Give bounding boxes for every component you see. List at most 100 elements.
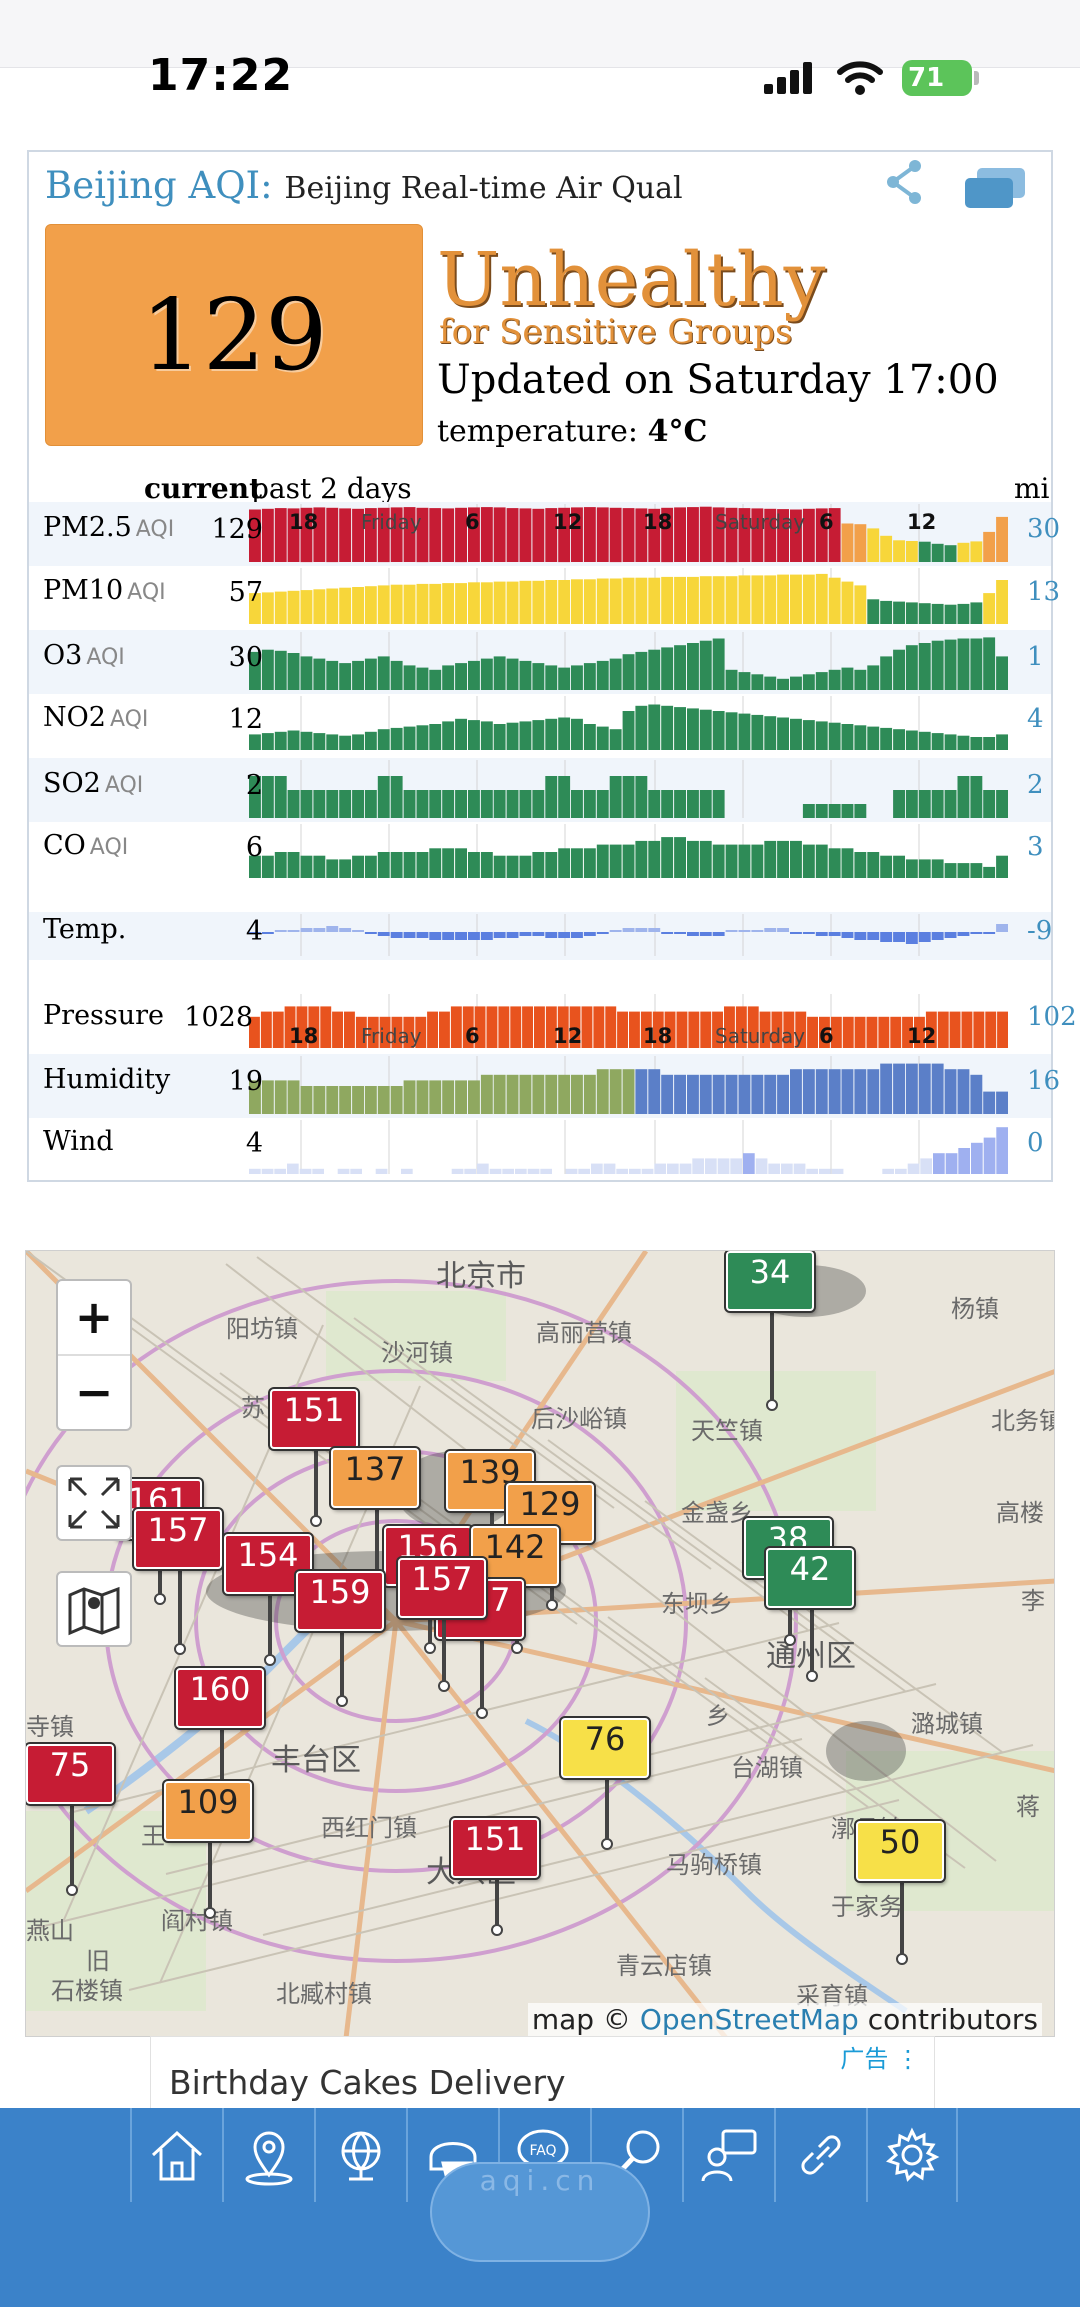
chart-bar <box>983 932 996 934</box>
chart-bar <box>854 669 867 690</box>
chart-bar <box>815 1069 828 1114</box>
chart-bar <box>377 932 390 936</box>
station-marker[interactable]: 157 <box>134 1509 222 1569</box>
chart-bar <box>403 507 416 562</box>
chart-bar <box>558 776 571 818</box>
nav-chat[interactable] <box>682 2108 774 2202</box>
station-marker[interactable]: 151 <box>451 1818 539 1878</box>
chart-bar <box>880 535 893 563</box>
ad-title[interactable]: Birthday Cakes Delivery <box>169 2063 566 2102</box>
url-pill[interactable]: aqi.cn <box>430 2162 650 2262</box>
chart-bar <box>641 1168 654 1174</box>
osm-link[interactable]: OpenStreetMap <box>639 2003 859 2036</box>
map-place-label: 金盏乡 <box>681 1499 753 1527</box>
chart-bar <box>390 507 403 562</box>
chart-bar <box>738 1074 751 1114</box>
zoom-in-button[interactable]: + <box>58 1281 130 1356</box>
chart-bar <box>841 523 854 562</box>
widget-title[interactable]: Beijing AQI: Beijing Real-time Air Qual <box>45 164 683 207</box>
map-road <box>394 1619 728 2036</box>
chart-bar <box>983 637 996 690</box>
chart-bar <box>249 776 261 818</box>
share-icon[interactable] <box>879 158 939 208</box>
chart-bar <box>880 855 893 878</box>
row-min-value: 2 <box>1027 770 1044 800</box>
chart-bar <box>261 1080 274 1114</box>
chart-bar <box>583 507 596 562</box>
station-marker[interactable]: 75 <box>26 1744 114 1804</box>
chart-tick-label: 6 <box>819 1024 834 1048</box>
station-marker[interactable]: 157 <box>398 1558 486 1618</box>
station-marker[interactable]: 159 <box>296 1571 384 1631</box>
history-chart <box>29 502 1051 1174</box>
chart-bar <box>450 1006 462 1048</box>
chart-bar <box>377 776 390 818</box>
nav-link[interactable] <box>774 2108 866 2202</box>
city-link[interactable]: Beijing AQI <box>45 164 261 207</box>
gear-icon <box>886 2127 940 2182</box>
chart-bar <box>605 1006 617 1048</box>
ad-label[interactable]: 广告 ⋮ <box>840 2045 920 2073</box>
window-icon[interactable] <box>959 162 1029 212</box>
row-current-value: 19 <box>228 1066 263 1097</box>
chart-bar <box>352 587 364 624</box>
chart-bar <box>261 733 274 750</box>
station-marker[interactable]: 50 <box>856 1821 944 1881</box>
chart-bar <box>462 1006 474 1048</box>
temperature-label: temperature: <box>437 414 639 449</box>
chart-bar <box>274 776 287 818</box>
station-marker[interactable]: 137 <box>331 1448 419 1508</box>
chart-bar <box>558 580 571 624</box>
chart-bar <box>717 1158 730 1174</box>
chart-bar <box>287 730 300 750</box>
station-pin <box>476 1639 488 1719</box>
chart-bar <box>957 932 970 936</box>
chart-bar <box>545 932 558 938</box>
map-minor-road <box>353 1317 615 1509</box>
chart-bar <box>326 859 339 878</box>
map-place-label: 石楼镇 <box>51 1977 123 2005</box>
nav-globe[interactable] <box>314 2108 406 2202</box>
chart-bar <box>416 1080 429 1114</box>
station-marker[interactable]: 109 <box>164 1781 252 1841</box>
chart-bar <box>828 932 841 936</box>
chart-bar <box>390 852 403 878</box>
chart-bar <box>364 658 377 690</box>
nav-settings[interactable] <box>866 2108 958 2202</box>
ad-banner[interactable]: Birthday Cakes Delivery 广告 ⋮ <box>150 2036 935 2110</box>
chart-bar <box>352 508 364 562</box>
fullscreen-button[interactable] <box>56 1465 132 1541</box>
chart-bar <box>751 508 764 562</box>
chart-bar <box>532 508 545 562</box>
chart-bar <box>957 735 970 750</box>
chart-bar <box>313 589 326 624</box>
chart-bar <box>635 1069 648 1114</box>
chart-bar <box>493 581 506 624</box>
station-marker[interactable]: 160 <box>176 1668 264 1728</box>
chart-bar <box>287 1080 300 1114</box>
chart-bar <box>480 658 493 690</box>
chart-bar <box>764 575 777 624</box>
zoom-out-button[interactable]: − <box>74 1365 114 1419</box>
chart-bar <box>391 1016 403 1048</box>
map-layers-button[interactable] <box>56 1571 132 1647</box>
chart-bar <box>313 658 326 690</box>
station-marker[interactable]: 42 <box>766 1548 854 1608</box>
chart-bar <box>712 1074 725 1114</box>
station-marker[interactable]: 34 <box>726 1251 814 1311</box>
chart-bar <box>493 507 506 562</box>
chart-bar <box>996 734 1008 750</box>
chart-bar <box>596 660 609 690</box>
station-pin <box>438 1618 450 1692</box>
station-marker[interactable]: 76 <box>561 1718 649 1778</box>
chart-bar <box>545 1074 558 1114</box>
chart-bar <box>519 855 532 878</box>
aqi-map[interactable]: 北京市阳坊镇沙河镇高丽营镇杨镇后沙峪镇天竺镇北务镇金盏乡高楼东坝乡李通州区丰台区… <box>25 1250 1055 2037</box>
chart-bar <box>532 1074 545 1114</box>
chart-bar <box>996 580 1008 624</box>
chart-bar <box>944 1069 957 1114</box>
nav-location[interactable] <box>222 2108 314 2202</box>
nav-home[interactable] <box>130 2108 222 2202</box>
chart-bar <box>882 1168 894 1174</box>
station-marker[interactable]: 151 <box>270 1389 358 1449</box>
